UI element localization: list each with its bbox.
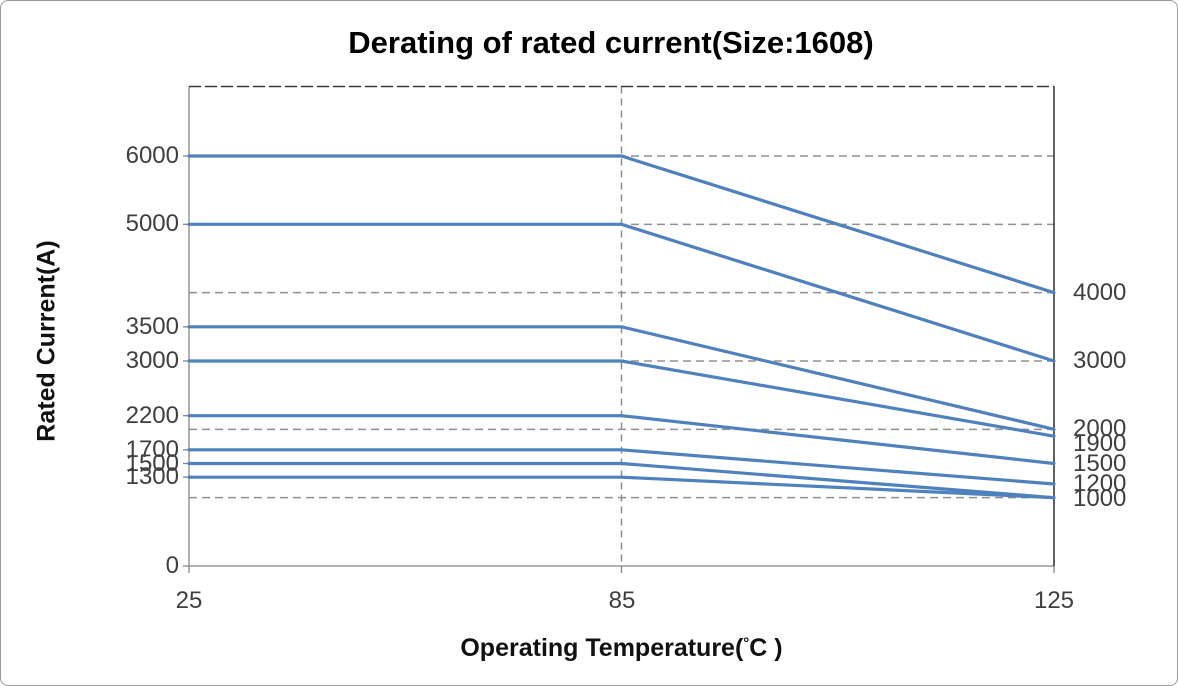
series-line-3000A (187, 359, 1056, 438)
series-line-6000A (187, 154, 1056, 295)
y-axis-label-3500: 3500 (125, 313, 179, 340)
chart-title: Derating of rated current(Size:1608) (348, 25, 874, 60)
right-value-label-1900: 1900 (1073, 430, 1127, 457)
y-axis-label-5000: 5000 (125, 210, 179, 237)
right-value-label-1000: 1000 (1073, 485, 1127, 512)
x-axis-title-unit: C ) (749, 634, 783, 662)
y-axis-label-2200: 2200 (125, 402, 179, 429)
right-value-label-2000: 2000 (1073, 415, 1127, 442)
right-value-label-3000: 3000 (1073, 347, 1127, 374)
right-value-label-4000: 4000 (1073, 279, 1127, 306)
x-axis-title-text: Operating Temperature( (460, 634, 744, 662)
series-line-2200A (187, 414, 1056, 466)
series-line-3500A (187, 325, 1056, 431)
right-value-label-1500: 1500 (1073, 450, 1127, 477)
degree-symbol: ° (743, 634, 750, 652)
y-axis-label-3000: 3000 (125, 347, 179, 374)
series-line-1700A (187, 448, 1056, 486)
y-axis-label-0: 0 (165, 552, 179, 579)
y-axis-label-6000: 6000 (125, 142, 179, 169)
y-axis-label-1300: 1300 (125, 463, 179, 490)
y-axis-label-1700: 1700 (125, 436, 179, 463)
x-axis-label-25: 25 (175, 587, 203, 614)
x-axis-label-85: 85 (608, 587, 636, 614)
series-line-1300A (187, 475, 1056, 500)
series-line-5000A (187, 222, 1056, 363)
series-line-1500A (187, 461, 1056, 500)
x-axis-title: Operating Temperature(°C ) (189, 634, 1054, 663)
y-axis-label-1500: 1500 (125, 450, 179, 477)
right-value-label-1200: 1200 (1073, 470, 1127, 497)
x-axis-label-125: 125 (1033, 587, 1075, 614)
